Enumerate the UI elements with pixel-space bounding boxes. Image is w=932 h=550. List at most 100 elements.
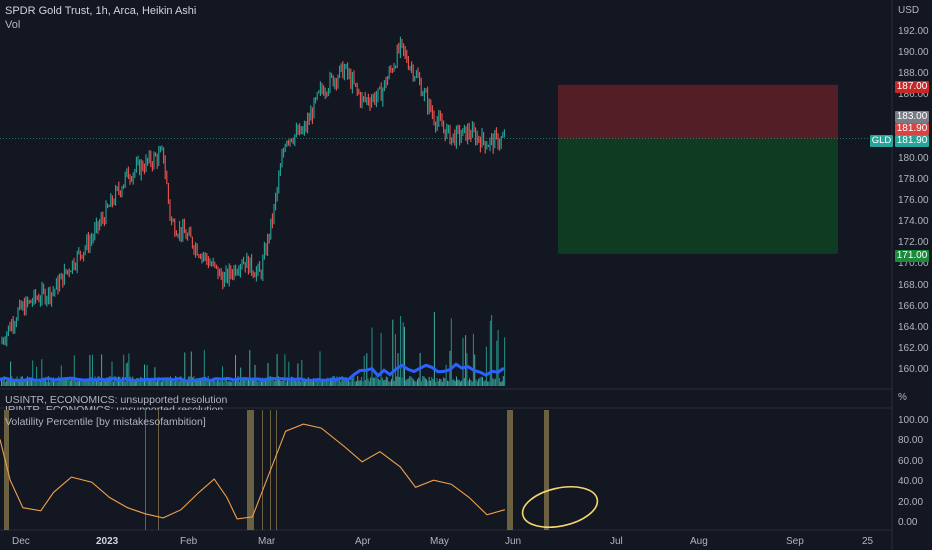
volume-bar bbox=[493, 379, 495, 386]
volume-bar bbox=[385, 376, 387, 386]
volume-bar bbox=[495, 378, 496, 386]
volume-bar bbox=[410, 376, 412, 386]
volume-bar bbox=[446, 380, 448, 386]
volume-bar bbox=[309, 378, 311, 386]
indicator-volatility-label[interactable]: Volatility Percentile [by mistakesofambi… bbox=[5, 416, 206, 428]
volume-bar bbox=[435, 381, 437, 386]
volume-bar bbox=[401, 377, 403, 386]
volume-bar bbox=[293, 377, 295, 386]
indicator-irintr-label[interactable]: IRINTR, ECONOMICS: unsupported resolutio… bbox=[5, 404, 224, 410]
entry-price-tag: 181.90 bbox=[895, 123, 929, 135]
volume-bar bbox=[153, 378, 155, 386]
volume-bar bbox=[378, 379, 379, 386]
volume-bar bbox=[445, 364, 447, 386]
volume-bar bbox=[93, 381, 95, 386]
volume-bar bbox=[462, 337, 464, 386]
volume-bar bbox=[170, 376, 171, 386]
volume-bar bbox=[316, 378, 318, 386]
volume-bar bbox=[362, 381, 364, 386]
volume-bar bbox=[7, 379, 9, 386]
symbol-tag: GLD bbox=[870, 135, 893, 147]
volume-bar bbox=[259, 377, 261, 386]
volume-bar bbox=[483, 381, 485, 386]
volume-bar bbox=[41, 359, 43, 386]
volume-bar bbox=[314, 381, 316, 386]
volume-bar bbox=[76, 381, 78, 386]
volume-bar bbox=[489, 320, 491, 386]
volume-bar bbox=[151, 381, 153, 386]
volume-bar bbox=[133, 379, 135, 386]
volume-bar bbox=[440, 379, 442, 386]
volume-bar bbox=[422, 376, 424, 386]
volume-bar bbox=[389, 381, 391, 386]
volume-bar bbox=[355, 381, 357, 386]
volume-bar bbox=[496, 340, 498, 386]
volume-bar bbox=[504, 337, 506, 386]
volume-bar bbox=[492, 378, 494, 386]
volume-bar bbox=[383, 380, 385, 386]
price-tick: 180.00 bbox=[898, 152, 929, 164]
time-tick: Jul bbox=[610, 536, 623, 547]
volume-bar bbox=[241, 378, 243, 386]
volume-bar bbox=[114, 376, 116, 386]
volume-bar bbox=[220, 377, 222, 386]
volume-bar bbox=[36, 366, 38, 386]
volume-bar bbox=[223, 381, 225, 386]
volume-bar bbox=[354, 381, 356, 386]
volatility-highlight-bar bbox=[145, 410, 146, 530]
volume-bar bbox=[406, 379, 408, 386]
volume-bar bbox=[283, 377, 285, 386]
volume-bar bbox=[185, 381, 187, 386]
volatility-highlight-bar bbox=[247, 410, 254, 530]
volume-bar bbox=[497, 329, 499, 386]
volume-bar bbox=[261, 381, 262, 386]
volume-bar bbox=[379, 380, 381, 386]
volume-bar bbox=[211, 379, 213, 386]
volume-bar bbox=[335, 379, 337, 386]
percent-tick: 80.00 bbox=[898, 435, 924, 447]
volume-bar bbox=[160, 381, 162, 386]
volume-bar bbox=[485, 346, 487, 386]
volume-bar bbox=[142, 379, 144, 386]
volume-bar bbox=[357, 376, 359, 386]
percent-tick: 40.00 bbox=[898, 476, 924, 488]
volume-bar bbox=[337, 379, 339, 386]
price-tick: 176.00 bbox=[898, 195, 929, 206]
volume-bar bbox=[47, 376, 49, 386]
volume-bar bbox=[271, 378, 273, 386]
time-tick: Dec bbox=[12, 536, 30, 547]
volume-bar bbox=[398, 376, 400, 386]
volume-bar bbox=[86, 381, 88, 386]
volume-bar bbox=[75, 377, 77, 386]
price-tick: 172.00 bbox=[898, 237, 929, 249]
volume-bar bbox=[476, 381, 478, 386]
volume-bar bbox=[417, 379, 418, 386]
volume-bar bbox=[25, 380, 27, 386]
volume-bar bbox=[249, 350, 251, 386]
volume-bar bbox=[400, 316, 402, 386]
volume-bar bbox=[294, 380, 296, 386]
volume-bar bbox=[329, 377, 331, 386]
volume-bar bbox=[388, 381, 390, 386]
volume-bar bbox=[300, 381, 301, 386]
volume-bar bbox=[102, 380, 104, 386]
volume-bar bbox=[12, 380, 14, 386]
indicator-usintr-label[interactable]: USINTR, ECONOMICS: unsupported resolutio… bbox=[5, 394, 228, 406]
volume-bar bbox=[501, 381, 503, 386]
volume-bar bbox=[322, 381, 324, 386]
volume-bar bbox=[350, 376, 352, 386]
volume-bar bbox=[212, 377, 214, 386]
volume-bar bbox=[194, 381, 196, 386]
volume-bar bbox=[374, 377, 376, 386]
volume-bar bbox=[405, 380, 407, 386]
volume-bar bbox=[500, 381, 502, 386]
volume-bar bbox=[6, 380, 8, 386]
volume-bar bbox=[372, 377, 374, 386]
volume-bar bbox=[238, 381, 240, 386]
volume-bar bbox=[116, 377, 118, 386]
volume-bar bbox=[502, 376, 504, 386]
volume-bar bbox=[68, 377, 70, 386]
price-tick: 190.00 bbox=[898, 47, 929, 59]
volume-bar bbox=[147, 380, 149, 386]
